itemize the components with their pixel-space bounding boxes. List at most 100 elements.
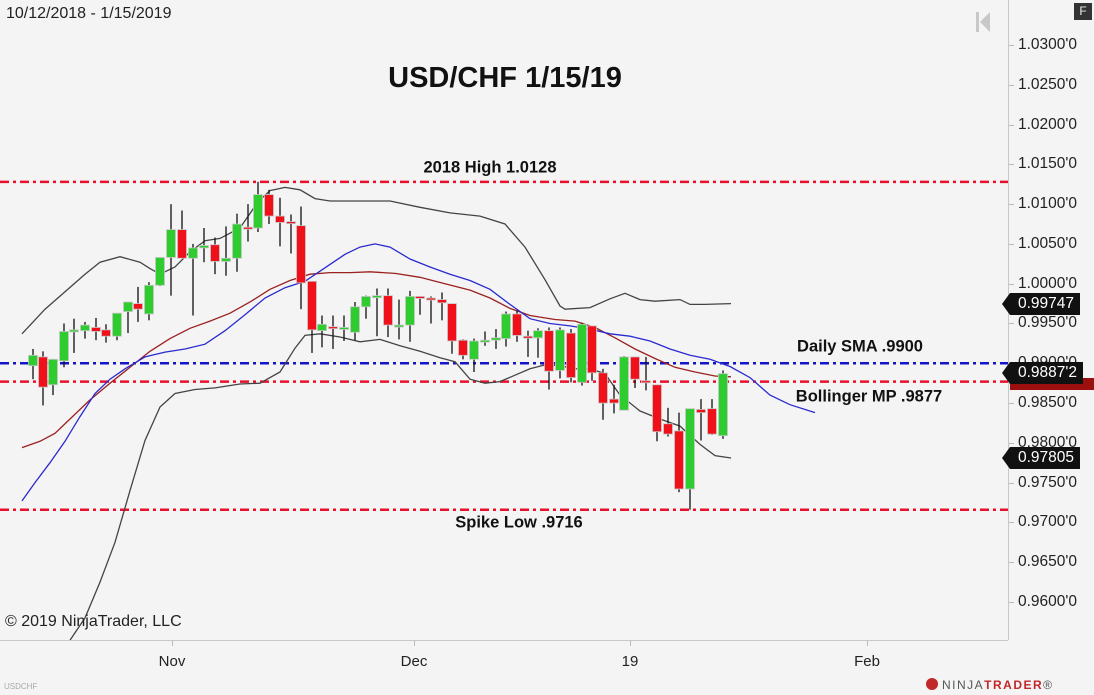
candlestick[interactable] <box>437 292 447 321</box>
candlestick[interactable] <box>619 356 629 411</box>
price-tick-label: 1.0000'0 <box>1018 274 1077 292</box>
candlestick[interactable] <box>133 286 143 322</box>
candlestick[interactable] <box>307 280 317 353</box>
candlestick[interactable] <box>480 331 490 346</box>
candlestick[interactable] <box>587 325 597 381</box>
candlestick[interactable] <box>394 299 404 340</box>
price-tick-mark <box>1009 204 1014 206</box>
candlestick[interactable] <box>199 228 209 263</box>
candlestick[interactable] <box>232 213 242 272</box>
candlestick[interactable] <box>544 327 554 390</box>
candlestick[interactable] <box>112 312 122 341</box>
candlestick[interactable] <box>501 311 511 347</box>
candlestick[interactable] <box>166 204 176 296</box>
price-tick-label: 0.9600'0 <box>1018 592 1077 610</box>
candlestick[interactable] <box>177 210 187 259</box>
candlestick[interactable] <box>188 243 198 316</box>
candlestick[interactable] <box>221 226 231 276</box>
candlestick[interactable] <box>155 257 165 287</box>
price-tick-mark <box>1009 442 1014 444</box>
candlestick[interactable] <box>663 407 673 437</box>
skip-to-start-icon[interactable] <box>976 12 990 32</box>
f-button[interactable]: F <box>1074 3 1092 20</box>
candlestick[interactable] <box>685 408 695 510</box>
time-tick-label: Nov <box>158 653 186 670</box>
chart-plot-area[interactable] <box>0 0 1008 640</box>
ninjatrader-logo-icon <box>926 678 938 690</box>
time-tick-mark <box>414 641 415 646</box>
candlestick[interactable] <box>243 204 253 242</box>
price-tick-mark <box>1009 562 1014 564</box>
price-tick-mark <box>1009 522 1014 524</box>
candlestick[interactable] <box>458 339 468 360</box>
price-tick-label: 1.0250'0 <box>1018 75 1077 93</box>
candlestick[interactable] <box>59 323 69 368</box>
time-axis[interactable] <box>0 640 1008 641</box>
candlestick[interactable] <box>264 189 274 225</box>
candlestick[interactable] <box>328 315 338 349</box>
price-tick-label: 0.9750'0 <box>1018 473 1077 491</box>
candlestick[interactable] <box>372 288 382 337</box>
candlestick[interactable] <box>405 290 415 342</box>
candlestick[interactable] <box>707 399 717 435</box>
candlestick[interactable] <box>512 310 522 342</box>
candlestick[interactable] <box>101 324 111 343</box>
time-tick-label: Feb <box>854 653 880 670</box>
candlestick[interactable] <box>555 327 565 379</box>
level-annotation: 2018 High 1.0128 <box>423 158 557 177</box>
candlestick[interactable] <box>383 288 393 338</box>
candlestick[interactable] <box>630 356 640 388</box>
candlestick[interactable] <box>350 302 360 341</box>
candlestick[interactable] <box>491 329 501 349</box>
candlestick[interactable] <box>609 384 619 414</box>
price-tick-mark <box>1009 84 1014 86</box>
candlestick[interactable] <box>361 295 371 319</box>
candlestick[interactable] <box>275 197 285 247</box>
price-tick-label: 0.9650'0 <box>1018 553 1077 571</box>
candlestick[interactable] <box>469 338 479 373</box>
candlestick[interactable] <box>123 301 133 334</box>
candlestick[interactable] <box>641 356 651 391</box>
price-tick-mark <box>1009 164 1014 166</box>
candlestick[interactable] <box>598 368 608 420</box>
candlestick[interactable] <box>210 237 220 275</box>
candlestick[interactable] <box>296 206 306 310</box>
candlestick[interactable] <box>652 384 662 442</box>
date-range: 10/12/2018 - 1/15/2019 <box>6 5 172 22</box>
candlestick[interactable] <box>447 303 457 354</box>
candlestick[interactable] <box>523 330 533 357</box>
price-tick-mark <box>1009 482 1014 484</box>
candlestick[interactable] <box>317 315 327 348</box>
candlestick[interactable] <box>696 399 706 441</box>
candlestick[interactable] <box>533 328 543 358</box>
price-badge: 0.97805 <box>1001 447 1081 470</box>
candlestick[interactable] <box>91 317 101 341</box>
ninjatrader-logo: NINJATRADER® <box>926 678 1054 692</box>
candlestick[interactable] <box>426 296 436 324</box>
candlestick[interactable] <box>577 322 587 386</box>
copyright-text: © 2019 NinjaTrader, LLC <box>5 613 182 630</box>
candlestick[interactable] <box>674 412 684 493</box>
candlestick[interactable] <box>339 315 349 342</box>
candlestick[interactable] <box>69 318 79 353</box>
candlestick[interactable] <box>48 358 58 396</box>
candlestick[interactable] <box>38 351 48 406</box>
price-tick-label: 1.0100'0 <box>1018 195 1077 213</box>
candlestick[interactable] <box>718 370 728 439</box>
candlestick[interactable] <box>286 214 296 254</box>
candlestick[interactable] <box>80 321 90 339</box>
time-tick-label: 19 <box>621 653 639 670</box>
time-tick-mark <box>867 641 868 646</box>
price-tick-mark <box>1009 283 1014 285</box>
chart-title: USD/CHF 1/15/19 <box>388 62 622 94</box>
candlestick[interactable] <box>415 296 425 315</box>
candlestick[interactable] <box>253 181 263 232</box>
price-axis[interactable] <box>1008 0 1009 640</box>
candlestick[interactable] <box>144 282 154 321</box>
candlestick[interactable] <box>566 329 576 383</box>
price-tick-mark <box>1009 243 1014 245</box>
level-annotation: Daily SMA .9900 <box>797 337 923 356</box>
indicator-line <box>21 271 732 449</box>
candlestick[interactable] <box>28 348 38 380</box>
level-annotation: Bollinger MP .9877 <box>795 387 943 406</box>
